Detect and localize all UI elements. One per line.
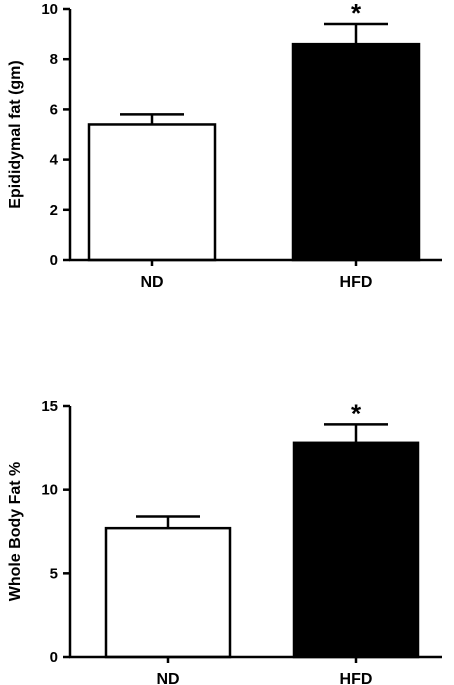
bar-nd [87, 123, 217, 262]
category-label-nd: ND [140, 274, 163, 291]
y-tick-label: 10 [41, 482, 58, 499]
bar-hfd [291, 42, 421, 262]
y-tick-label: 0 [50, 252, 58, 269]
y-tick-label: 15 [41, 398, 58, 415]
category-label-nd: ND [156, 671, 179, 685]
y-tick-label: 5 [50, 565, 58, 582]
significance-marker: * [351, 0, 362, 28]
chart-2: ND * HFD 0 5 10 15 Whole Body Fat % [7, 398, 442, 685]
y-tick-label: 10 [41, 1, 58, 18]
y-tick-label: 6 [50, 101, 58, 118]
y-axis-title: Epididymal fat (gm) [7, 60, 24, 208]
category-label-hfd: HFD [340, 274, 373, 291]
bar-hfd [292, 441, 420, 659]
y-tick-label: 2 [50, 202, 58, 219]
chart-1: ND * HFD 0 2 4 6 8 10 Epididymal fat (gm) [7, 0, 442, 291]
significance-marker: * [351, 398, 362, 428]
y-tick-label: 0 [50, 649, 58, 666]
y-tick-label: 8 [50, 51, 58, 68]
category-label-hfd: HFD [340, 671, 373, 685]
bar-nd [104, 526, 232, 659]
y-tick-label: 4 [50, 152, 59, 169]
y-axis-title: Whole Body Fat % [7, 462, 24, 602]
